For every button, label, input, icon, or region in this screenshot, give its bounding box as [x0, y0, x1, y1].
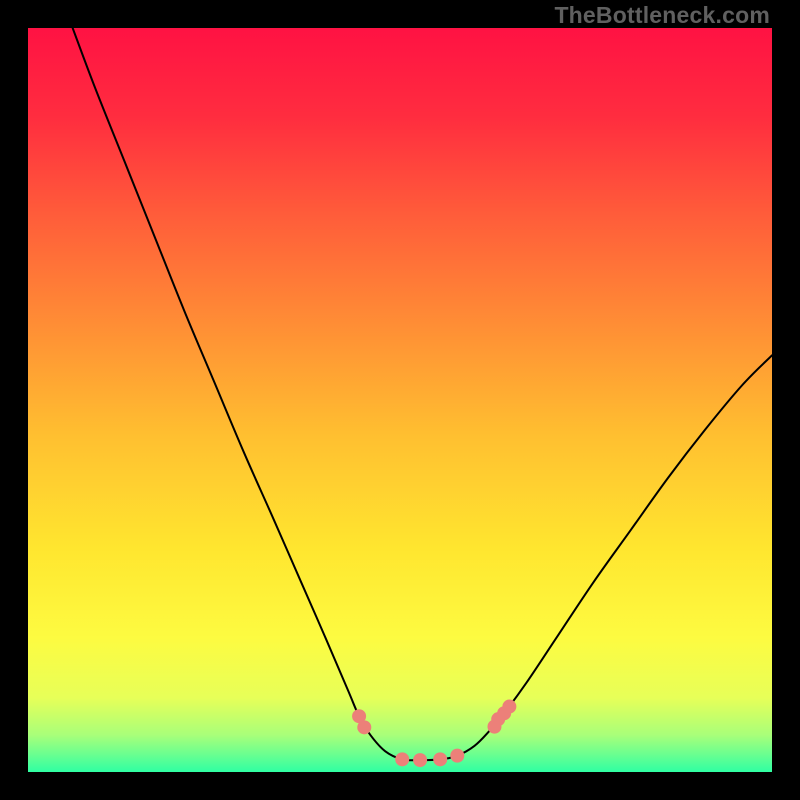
bottleneck-curve-path: [73, 28, 772, 760]
chart-svg-layer: [28, 28, 772, 772]
curve-marker: [433, 752, 447, 766]
curve-marker: [395, 752, 409, 766]
watermark-text: TheBottleneck.com: [554, 2, 770, 29]
curve-marker: [357, 720, 371, 734]
chart-stage: TheBottleneck.com: [0, 0, 800, 800]
curve-marker: [450, 749, 464, 763]
chart-plot-area: [28, 28, 772, 772]
curve-marker: [502, 700, 516, 714]
curve-marker: [413, 753, 427, 767]
